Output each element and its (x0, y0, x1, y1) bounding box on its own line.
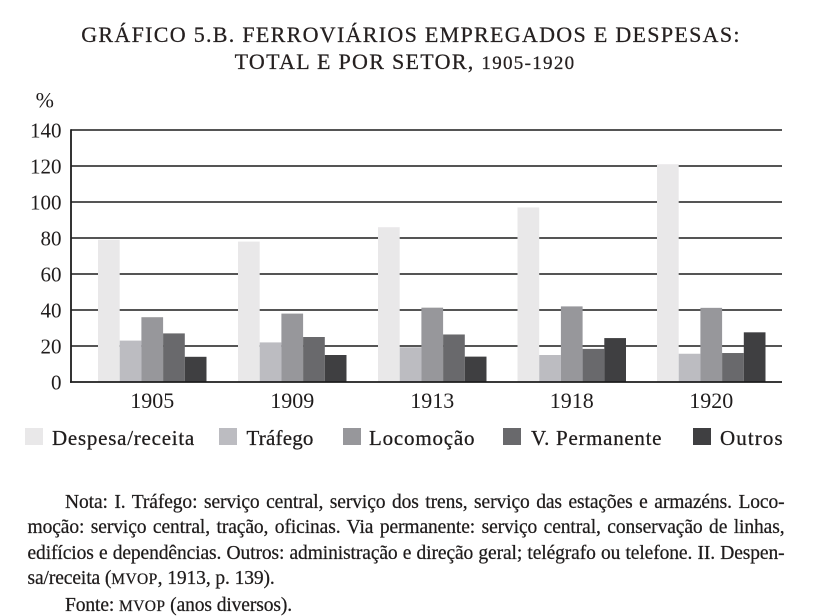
svg-text:60: 60 (41, 263, 62, 287)
svg-text:20: 20 (41, 335, 62, 359)
svg-text:1909: 1909 (270, 388, 314, 413)
svg-text:80: 80 (41, 227, 62, 251)
svg-text:100: 100 (30, 191, 62, 215)
svg-text:%: % (36, 88, 54, 113)
svg-text:1905: 1905 (130, 388, 174, 413)
svg-text:0: 0 (51, 371, 62, 395)
svg-text:1920: 1920 (689, 388, 733, 413)
svg-text:140: 140 (30, 119, 62, 143)
svg-text:40: 40 (41, 299, 62, 323)
svg-text:120: 120 (30, 155, 62, 179)
svg-text:1918: 1918 (550, 388, 594, 413)
svg-text:1913: 1913 (410, 388, 454, 413)
